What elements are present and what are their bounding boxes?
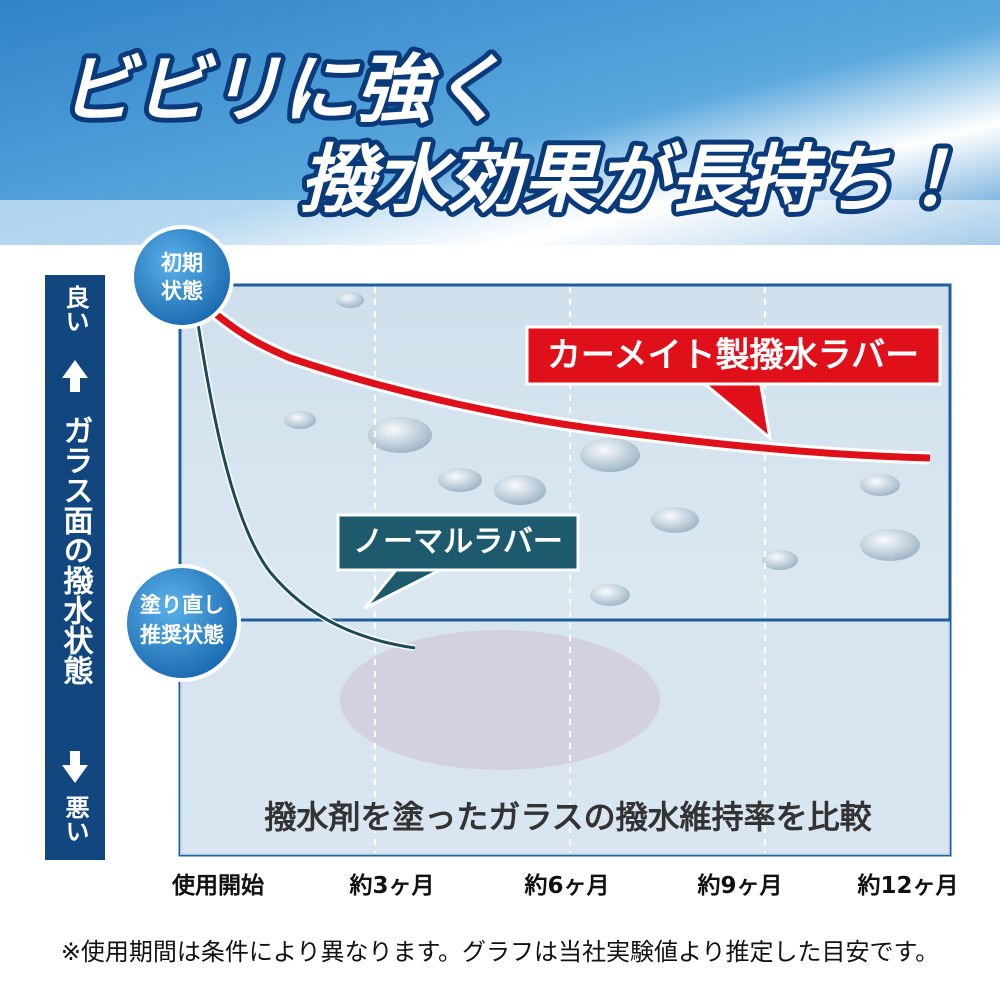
x-label: 約3ヶ月 bbox=[348, 872, 434, 899]
caption: 撥水剤を塗ったガラスの撥水維持率を比較 bbox=[264, 798, 872, 836]
badge-initial-line2: 状態 bbox=[161, 279, 203, 303]
recoat-zone bbox=[180, 620, 950, 855]
badge-recoat-line2: 推奨状態 bbox=[140, 623, 224, 647]
normal-curve bbox=[193, 304, 416, 650]
badge-initial-line1: 初期 bbox=[160, 251, 203, 275]
normal-label: ノーマルラバー bbox=[336, 513, 580, 610]
grid bbox=[374, 287, 766, 853]
badge-recoat: 塗り直し 推奨状態 bbox=[123, 564, 241, 682]
badge-initial: 初期 状態 bbox=[130, 225, 234, 329]
badge-recoat-line1: 塗り直し bbox=[140, 593, 224, 617]
red-label: カーメイト製撥水ラバー bbox=[525, 325, 942, 442]
x-label: 約6ヶ月 bbox=[523, 872, 609, 899]
droplets bbox=[284, 292, 920, 606]
x-label: 約12ヶ月 bbox=[856, 872, 958, 899]
footnote: ※使用期間は条件により異なります。グラフは当社実験値より推定した目安です。 bbox=[61, 938, 939, 966]
y-top: 良い bbox=[61, 285, 89, 333]
arrow-up bbox=[62, 360, 88, 392]
x-label: 使用開始 bbox=[171, 872, 264, 899]
red-label-text: カーメイト製撥水ラバー bbox=[547, 336, 919, 376]
arrow-down bbox=[62, 751, 88, 783]
y-bottom: 悪い bbox=[61, 795, 89, 843]
title-line2: 撥水効果が長持ち！ bbox=[300, 137, 966, 223]
x-label: 約9ヶ月 bbox=[696, 872, 782, 899]
red-curve bbox=[202, 302, 931, 462]
normal-label-text: ノーマルラバー bbox=[353, 525, 563, 560]
y-label: ガラス面の撥水状態 bbox=[58, 415, 95, 685]
title-line1: ビビリに強く bbox=[60, 47, 504, 133]
blur bbox=[340, 630, 660, 770]
